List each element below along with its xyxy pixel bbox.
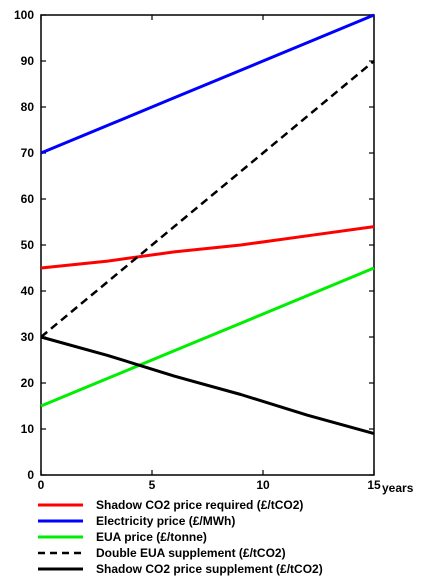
series-line-2 [40,13,375,155]
y-tick-label: 10 [21,422,35,436]
x-axis-ticks: 0 5 10 15 [38,15,381,492]
plot-area [40,13,375,436]
series-line-3 [40,266,375,408]
legend-label-2: Electricity price (£/MWh) [96,514,235,528]
y-tick-label: 80 [21,100,35,114]
series-line-1 [40,225,375,270]
y-tick-label: 70 [21,146,35,160]
y-tick-label: 90 [21,54,35,68]
y-tick-label: 40 [21,284,35,298]
y-tick-label: 20 [21,376,35,390]
legend: Shadow CO2 price required (£/tCO2) Electr… [38,498,323,576]
legend-label-3: EUA price (£/tonne) [96,530,207,544]
x-tick-label: 10 [256,478,270,492]
y-tick-label: 30 [21,330,35,344]
x-axis-label: years [382,481,414,495]
y-tick-label: 60 [21,192,35,206]
series-line-4 [40,60,375,338]
x-tick-label: 0 [38,478,45,492]
y-tick-label: 0 [27,468,34,482]
series-line-5 [40,335,375,436]
legend-label-1: Shadow CO2 price required (£/tCO2) [96,498,303,512]
x-tick-label: 5 [149,478,156,492]
y-axis-ticks: 0 10 20 30 40 50 60 70 80 90 100 [14,8,374,482]
legend-label-4: Double EUA supplement (£/tCO2) [96,546,286,560]
y-tick-label: 50 [21,238,35,252]
legend-label-5: Shadow CO2 price supplement (£/tCO2) [96,562,323,576]
x-tick-label: 15 [367,478,381,492]
y-tick-label: 100 [14,8,34,22]
